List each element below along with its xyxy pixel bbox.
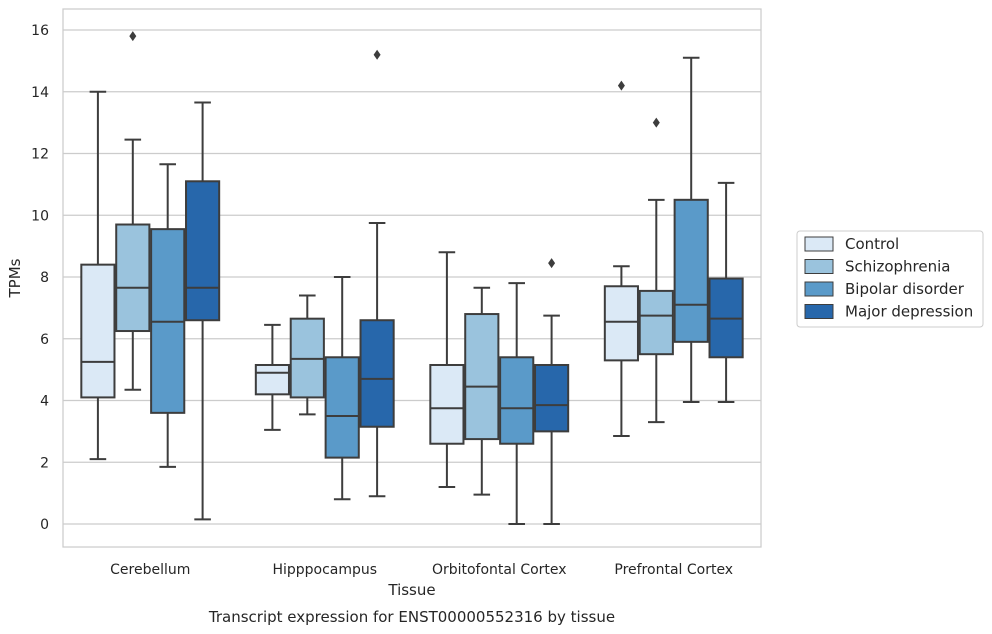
legend-swatch: [804, 281, 834, 297]
box-iqr: [254, 363, 290, 396]
legend-swatch: [804, 304, 834, 319]
box-schizophrenia: [638, 117, 674, 424]
box-iqr: [603, 285, 639, 362]
box-iqr: [673, 198, 709, 343]
box-control: [429, 251, 465, 488]
box-iqr: [429, 363, 465, 445]
box-bipolar-disorder: [673, 56, 709, 404]
y-tick-label: 0: [40, 517, 49, 533]
y-tick-label: 4: [40, 394, 49, 410]
box-control: [254, 323, 290, 431]
box-iqr: [80, 263, 116, 399]
y-axis-title: TPMs: [6, 258, 24, 298]
y-tick-label: 12: [31, 147, 49, 163]
outlier-point: [129, 31, 137, 42]
y-tick-label: 14: [31, 85, 49, 101]
outlier-point: [373, 49, 381, 60]
figure-caption: Transcript expression for ENST0000055231…: [208, 608, 615, 626]
legend-label: Bipolar disorder: [845, 280, 965, 298]
legend-label: Control: [845, 235, 899, 253]
box-bipolar-disorder: [324, 276, 360, 501]
y-tick-label: 10: [31, 208, 49, 224]
x-tick-label: Orbitofontal Cortex: [432, 562, 567, 578]
box-control: [603, 80, 639, 438]
plot-area-frame: [62, 8, 762, 548]
legend: Control Schizophrenia Bipolar disorder Majo…: [796, 230, 984, 328]
legend-label: Schizophrenia: [845, 258, 950, 276]
y-tick-label: 8: [40, 270, 49, 286]
box-iqr: [464, 313, 500, 441]
box-iqr: [499, 356, 535, 445]
box-iqr: [185, 180, 221, 322]
box-iqr: [534, 363, 570, 433]
x-tick-label: Prefrontal Cortex: [614, 562, 733, 578]
box-iqr: [115, 223, 151, 333]
legend-swatch: [804, 236, 834, 252]
box-iqr: [324, 356, 360, 459]
y-tick-label: 6: [40, 332, 49, 348]
boxes-layer: [80, 31, 744, 525]
x-axis-ticks: Cerebellum Hipppocampus Orbitofontal Corte…: [110, 562, 733, 578]
box-schizophrenia: [464, 286, 500, 496]
y-tick-label: 16: [31, 23, 49, 39]
y-tick-label: 2: [40, 455, 49, 471]
outlier-point: [617, 80, 625, 91]
y-axis-ticks: 0 2 4 6 8 10 12 14 16: [31, 23, 49, 533]
box-major-depression: [359, 49, 395, 498]
box-major-depression: [185, 101, 221, 521]
outlier-point: [548, 258, 556, 269]
box-iqr: [359, 319, 395, 428]
legend-label: Major depression: [845, 303, 973, 321]
box-iqr: [638, 289, 674, 356]
box-major-depression: [534, 258, 570, 525]
box-schizophrenia: [115, 31, 151, 391]
x-tick-label: Cerebellum: [110, 562, 190, 578]
box-schizophrenia: [289, 294, 325, 416]
box-bipolar-disorder: [150, 163, 186, 468]
outlier-point: [652, 117, 660, 128]
x-tick-label: Hipppocampus: [272, 562, 377, 578]
legend-swatch: [804, 259, 834, 274]
legend-frame: [796, 230, 984, 328]
box-major-depression: [708, 181, 744, 404]
x-axis-title: Tissue: [387, 581, 435, 599]
box-control: [80, 90, 116, 461]
box-bipolar-disorder: [499, 282, 535, 525]
